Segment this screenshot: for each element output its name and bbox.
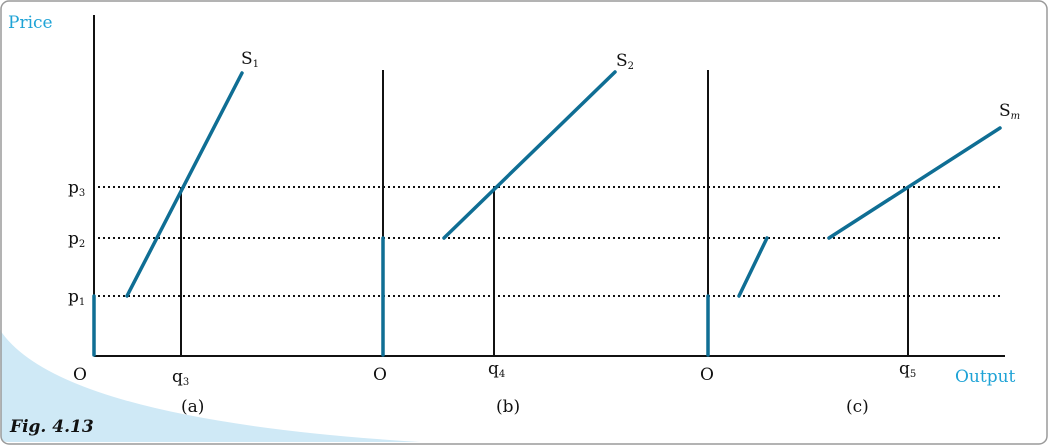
curve-main: S (616, 51, 628, 71)
price-label: p1 (68, 287, 85, 308)
supply-curve (125, 71, 244, 298)
price-label: p3 (68, 178, 85, 199)
curve-sub: 2 (628, 61, 634, 72)
quantity-sub: 4 (499, 369, 505, 380)
quantity-main: q (172, 367, 183, 387)
panel-caption: (b) (496, 397, 520, 417)
quantity-main: q (488, 359, 499, 379)
panel-caption: (a) (181, 397, 204, 417)
price-main: p (68, 178, 79, 198)
curve-main: S (241, 49, 253, 69)
curve-label: S2 (616, 51, 634, 72)
quantity-main: q (899, 359, 910, 379)
origin-label: O (700, 365, 714, 385)
curve-sub: m (1011, 111, 1020, 122)
quantity-label: q3 (172, 367, 189, 388)
curve-label: Sm (999, 101, 1020, 122)
quantity-sub: 5 (910, 369, 916, 380)
curve-label: S1 (241, 49, 259, 70)
supply-curve (737, 236, 769, 298)
price-sub: 1 (79, 297, 85, 308)
price-sub: 2 (79, 239, 85, 250)
price-main: p (68, 229, 79, 249)
supply-curve (442, 70, 617, 240)
figure-label: Fig. 4.13 (9, 417, 94, 437)
price-main: p (68, 287, 79, 307)
panel-caption: (c) (846, 397, 869, 417)
curve-main: S (999, 101, 1011, 121)
curve-sub: 1 (253, 59, 259, 70)
quantity-label: q4 (488, 359, 505, 380)
price-sub: 3 (79, 188, 85, 199)
origin-label: O (73, 365, 87, 385)
origin-label: O (373, 365, 387, 385)
price-label: p2 (68, 229, 85, 250)
quantity-sub: 3 (183, 377, 189, 388)
x-axis-label: Output (955, 367, 1016, 387)
supply-curve (827, 126, 1002, 240)
quantity-label: q5 (899, 359, 916, 380)
corner-shade (0, 330, 420, 442)
y-axis-label: Price (8, 13, 53, 33)
